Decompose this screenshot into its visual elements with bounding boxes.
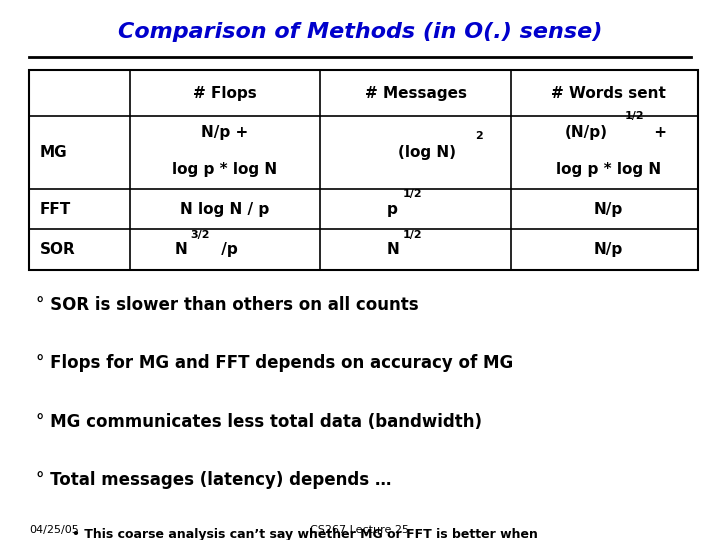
Text: N/p: N/p (594, 242, 623, 257)
Text: 1/2: 1/2 (403, 189, 423, 199)
Text: N: N (387, 242, 400, 257)
Text: Comparison of Methods (in O(.) sense): Comparison of Methods (in O(.) sense) (118, 22, 602, 42)
Text: N log N / p: N log N / p (181, 202, 269, 217)
Text: SOR: SOR (40, 242, 76, 257)
Text: N/p +: N/p + (202, 125, 248, 140)
Text: log p * log N: log p * log N (556, 161, 661, 177)
Text: 1/2: 1/2 (403, 230, 423, 240)
Text: ° SOR is slower than others on all counts: ° SOR is slower than others on all count… (36, 296, 418, 314)
Text: CS267 Lecture 25: CS267 Lecture 25 (310, 524, 410, 535)
Text: log p * log N: log p * log N (172, 161, 278, 177)
Text: ° MG communicates less total data (bandwidth): ° MG communicates less total data (bandw… (36, 413, 482, 430)
Text: (log N): (log N) (397, 145, 456, 160)
Text: 3/2: 3/2 (190, 230, 210, 240)
Text: +: + (649, 125, 667, 140)
Text: 2: 2 (475, 131, 483, 141)
Text: (N/p): (N/p) (565, 125, 608, 140)
Text: # Flops: # Flops (193, 86, 257, 100)
Text: FFT: FFT (40, 202, 71, 217)
Text: ° Total messages (latency) depends …: ° Total messages (latency) depends … (36, 471, 392, 489)
Text: N/p: N/p (594, 202, 623, 217)
Text: ° Flops for MG and FFT depends on accuracy of MG: ° Flops for MG and FFT depends on accura… (36, 354, 513, 372)
Text: • This coarse analysis can’t say whether MG or FFT is better when: • This coarse analysis can’t say whether… (72, 528, 538, 540)
Text: /p: /p (216, 242, 238, 257)
Text: 04/25/05: 04/25/05 (29, 524, 78, 535)
Text: N: N (174, 242, 187, 257)
Text: # Messages: # Messages (365, 86, 467, 100)
Text: MG: MG (40, 145, 67, 160)
Text: 1/2: 1/2 (624, 111, 644, 121)
Text: p: p (387, 202, 398, 217)
Text: # Words sent: # Words sent (551, 86, 666, 100)
